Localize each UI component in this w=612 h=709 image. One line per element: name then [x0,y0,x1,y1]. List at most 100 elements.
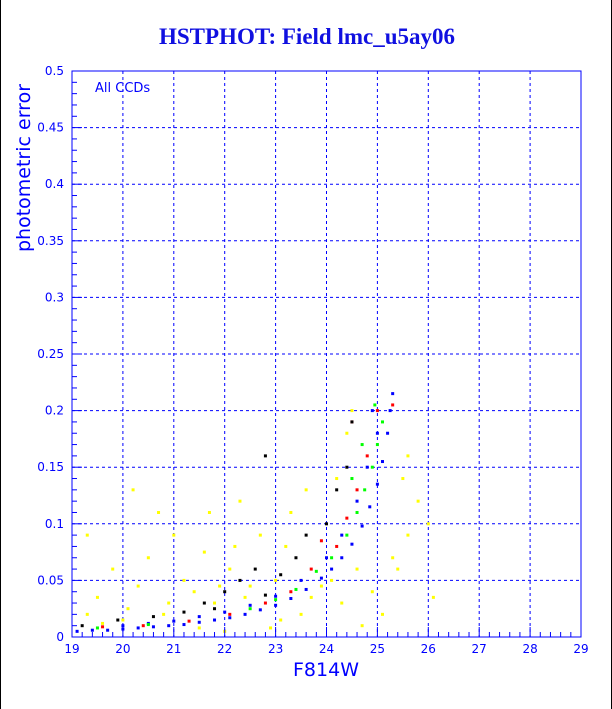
data-point [304,587,308,591]
data-point [263,454,267,458]
data-point [253,567,257,571]
data-point [279,618,283,622]
data-point [375,443,379,447]
data-point [213,601,217,605]
data-point [330,578,334,582]
y-tick-label: 0.45 [37,121,64,135]
chart-title: HSTPHOT: Field lmc_u5ay06 [158,24,456,49]
data-point [375,431,379,435]
data-point [238,499,242,503]
data-point [426,522,430,526]
y-tick-label: 0.3 [45,290,64,304]
data-point [380,612,384,616]
y-tick-label: 0.5 [45,64,64,78]
data-point [431,595,435,599]
data-point [391,392,395,396]
data-point [85,533,89,537]
data-point [146,623,150,627]
data-point [368,505,372,509]
data-point [304,488,308,492]
y-tick-label: 0.05 [37,573,64,587]
data-point [319,576,323,580]
data-point [299,612,303,616]
data-point [197,620,201,624]
data-point [172,619,176,623]
data-point [274,603,278,607]
data-point [121,618,125,622]
data-point [401,477,405,481]
data-point [157,510,161,514]
data-point [116,618,120,622]
data-point [391,556,395,560]
data-point [258,608,262,612]
data-point [228,567,232,571]
y-axis-label: photometric error [13,84,35,252]
series-3 [101,403,395,629]
data-point [355,499,359,503]
x-tick-label: 20 [115,642,130,656]
data-point [335,477,339,481]
data-point [380,460,384,464]
data-point [187,619,191,623]
data-point [90,628,94,632]
data-point [197,615,201,619]
data-point [355,510,359,514]
data-point [141,624,145,628]
grid [72,71,581,637]
data-point [182,578,186,582]
data-point [121,624,125,628]
data-point [75,629,79,633]
data-point [228,616,232,620]
data-point [197,626,201,630]
data-point [218,584,222,588]
data-point [391,403,395,407]
data-point [182,610,186,614]
data-point [248,603,252,607]
data-point [299,578,303,582]
y-tick-label: 0.1 [45,517,64,531]
series-2 [95,403,384,630]
x-tick-label: 28 [522,642,537,656]
data-point [406,533,410,537]
data-point [373,403,377,407]
data-point [202,601,206,605]
data-point [162,612,166,616]
data-point [269,626,273,630]
data-point [294,587,298,591]
x-axis-label: F814W [293,659,359,681]
data-point [340,556,344,560]
data-point [406,454,410,458]
data-point [360,524,364,528]
data-point [131,488,135,492]
data-point [325,556,328,560]
data-point [111,567,115,571]
y-tick-label: 0.15 [37,460,64,474]
data-point [289,510,293,514]
data-point [330,556,334,560]
data-point [136,584,140,588]
data-point [325,522,328,526]
series-1 [75,392,395,633]
data-point [167,601,171,605]
x-tick-label: 29 [573,642,588,656]
series-4 [80,420,354,628]
data-point [314,569,318,573]
x-tick-label: 19 [64,642,79,656]
data-point [274,578,278,582]
data-point [345,465,349,469]
data-point [233,544,237,548]
data-point [228,612,232,616]
data-point [238,578,242,582]
data-point [207,510,211,514]
data-point [101,625,105,629]
data-point [345,431,349,435]
data-point [243,612,247,616]
x-tick-label: 22 [217,642,232,656]
data-points [75,392,435,633]
data-point [248,584,252,588]
data-point [355,567,359,571]
data-point [95,595,99,599]
data-point [370,590,374,594]
data-point [243,595,247,599]
